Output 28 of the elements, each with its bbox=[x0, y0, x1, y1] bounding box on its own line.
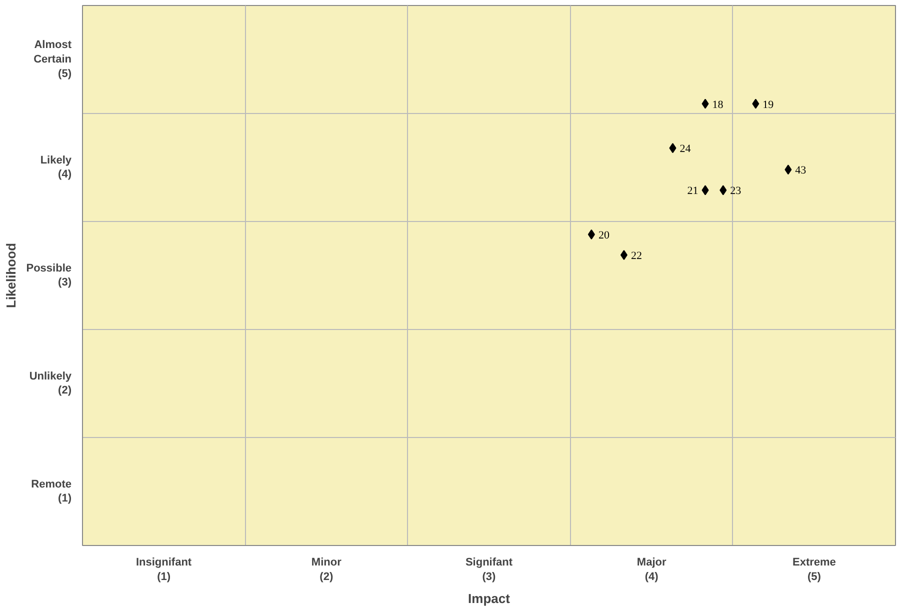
point bbox=[702, 185, 709, 196]
y-tick-label: Remote (1) bbox=[31, 478, 72, 505]
annotation: 19 bbox=[762, 98, 774, 111]
point bbox=[620, 250, 628, 260]
x-tick-label: Signifant (3) bbox=[465, 556, 513, 583]
y-tick-label: Possible (3) bbox=[26, 262, 72, 289]
point bbox=[669, 143, 676, 154]
x-tick-label: Extreme (5) bbox=[792, 556, 836, 583]
point bbox=[752, 98, 760, 109]
point bbox=[784, 164, 792, 175]
y-tick-label: Almost Certain (5) bbox=[34, 39, 72, 80]
x-tick-label: Major (4) bbox=[636, 556, 667, 583]
y-tick-label: Unlikely (2) bbox=[29, 370, 72, 397]
x-tick-label: Minor (2) bbox=[311, 556, 342, 583]
annotation: 18 bbox=[712, 98, 724, 111]
annotation: 23 bbox=[730, 185, 742, 198]
y-tick-label: Likely (4) bbox=[40, 154, 72, 181]
point bbox=[588, 229, 595, 240]
point bbox=[702, 98, 709, 109]
annotation: 20 bbox=[598, 229, 610, 242]
point bbox=[720, 185, 727, 196]
annotation: 43 bbox=[795, 164, 807, 177]
annotation: 24 bbox=[680, 143, 692, 156]
annotation: 22 bbox=[630, 250, 642, 262]
x-axis-title: Impact bbox=[468, 590, 511, 606]
x-tick-label: Insignifant (1) bbox=[136, 556, 192, 583]
y-axis-title: Likelihood bbox=[3, 242, 18, 308]
annotation: 21 bbox=[687, 185, 698, 198]
